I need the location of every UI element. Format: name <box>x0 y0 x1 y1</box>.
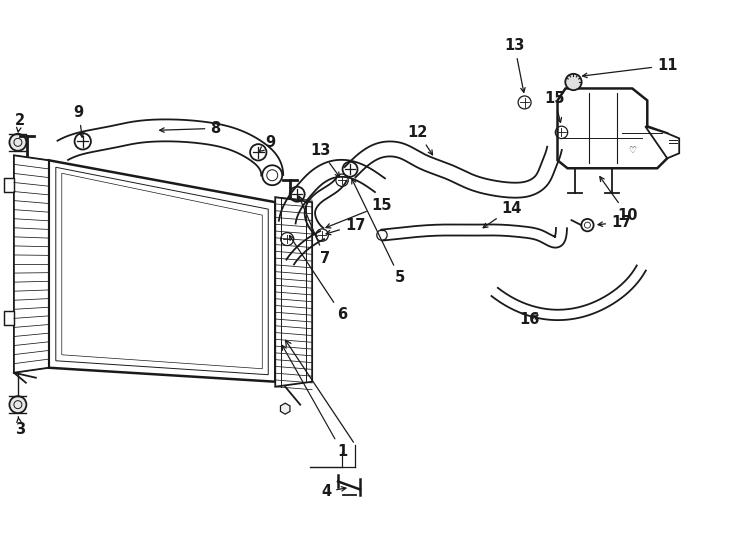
Text: 17: 17 <box>598 214 631 230</box>
Text: 16: 16 <box>520 312 539 327</box>
Text: 2: 2 <box>15 113 25 132</box>
Text: 6: 6 <box>289 235 347 322</box>
Circle shape <box>10 134 26 151</box>
Text: 8: 8 <box>160 121 220 136</box>
Circle shape <box>10 396 26 413</box>
Text: 13: 13 <box>310 143 340 177</box>
Text: 9: 9 <box>259 135 275 151</box>
Text: 9: 9 <box>73 105 84 137</box>
Text: 12: 12 <box>407 125 432 155</box>
Text: 11: 11 <box>583 58 677 78</box>
Circle shape <box>262 165 282 185</box>
Text: 4: 4 <box>321 484 346 499</box>
Polygon shape <box>280 403 290 414</box>
Text: 10: 10 <box>600 177 638 222</box>
Text: ♡: ♡ <box>628 146 636 155</box>
Polygon shape <box>558 89 667 168</box>
Polygon shape <box>645 126 679 158</box>
Text: 17: 17 <box>326 218 366 235</box>
Text: 15: 15 <box>545 91 564 123</box>
Polygon shape <box>275 197 312 387</box>
Circle shape <box>565 74 581 90</box>
Text: 14: 14 <box>483 201 522 228</box>
Polygon shape <box>14 156 49 373</box>
Text: 3: 3 <box>15 416 25 437</box>
Text: 13: 13 <box>504 38 525 92</box>
Polygon shape <box>49 160 275 382</box>
Text: 5: 5 <box>352 179 405 286</box>
Text: 1: 1 <box>283 346 347 459</box>
Circle shape <box>581 219 594 231</box>
Text: 7: 7 <box>299 196 330 266</box>
Text: 15: 15 <box>326 198 392 228</box>
